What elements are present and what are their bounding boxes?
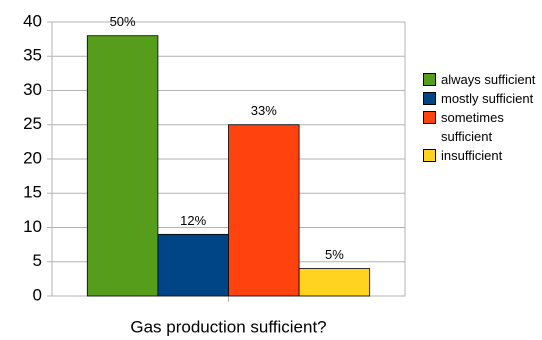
legend-swatch xyxy=(423,111,436,124)
y-tick-label: 0 xyxy=(33,285,42,304)
bar xyxy=(157,233,229,297)
y-tick-label: 10 xyxy=(23,217,42,236)
legend-swatch xyxy=(423,149,436,162)
x-tick-label: Gas production sufficient? xyxy=(130,317,326,336)
y-tick-label: 35 xyxy=(23,46,42,65)
legend-label: sometimes sufficient xyxy=(441,110,504,144)
data-label: 33% xyxy=(251,103,277,118)
legend-swatch xyxy=(423,92,436,105)
bar xyxy=(228,124,300,297)
legend-item: always sufficient xyxy=(423,70,539,89)
data-label: 5% xyxy=(325,247,344,262)
data-label: 50% xyxy=(110,14,136,29)
legend-swatch xyxy=(423,73,436,86)
bar xyxy=(298,268,371,297)
y-tick-label: 30 xyxy=(23,80,42,99)
y-tick-label: 40 xyxy=(23,11,42,30)
y-tick-label: 20 xyxy=(23,148,42,167)
y-tick-label: 5 xyxy=(33,251,42,270)
y-tick-label: 15 xyxy=(23,183,42,202)
legend: always sufficient mostly sufficient someti… xyxy=(423,70,539,165)
bar xyxy=(86,35,159,297)
legend-label: insufficient xyxy=(441,148,503,163)
legend-item: sometimes sufficient xyxy=(423,108,539,146)
data-label: 12% xyxy=(180,213,206,228)
legend-item: insufficient xyxy=(423,146,539,165)
y-tick-label: 25 xyxy=(23,114,42,133)
legend-label: mostly sufficient xyxy=(441,91,534,106)
legend-label: always sufficient xyxy=(441,72,536,87)
legend-item: mostly sufficient xyxy=(423,89,539,108)
